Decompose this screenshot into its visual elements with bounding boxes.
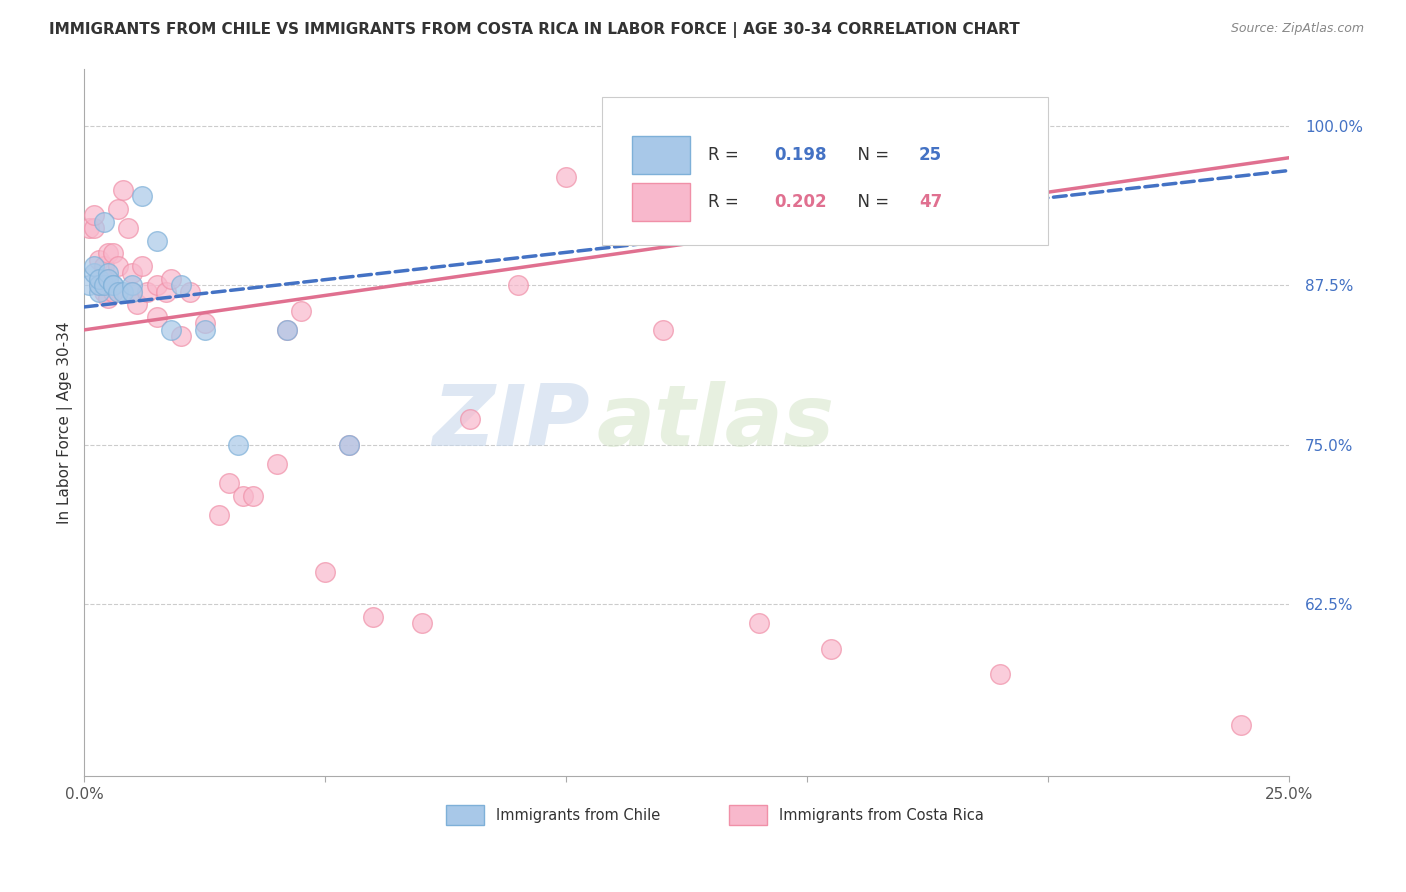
Point <box>131 259 153 273</box>
Point <box>218 475 240 490</box>
Text: 0.198: 0.198 <box>775 146 827 164</box>
Point <box>87 272 110 286</box>
Point <box>111 183 134 197</box>
Point <box>651 169 673 184</box>
Point <box>77 220 100 235</box>
Point <box>107 259 129 273</box>
Point <box>314 565 336 579</box>
Point <box>232 489 254 503</box>
FancyBboxPatch shape <box>633 136 690 175</box>
Point <box>77 278 100 293</box>
FancyBboxPatch shape <box>728 805 768 825</box>
Point <box>748 616 770 631</box>
Point <box>820 641 842 656</box>
Point <box>87 252 110 267</box>
Point <box>97 291 120 305</box>
Point <box>160 272 183 286</box>
Point <box>179 285 201 299</box>
Text: 47: 47 <box>920 193 942 211</box>
Point <box>363 609 385 624</box>
Point <box>458 412 481 426</box>
Text: 0.202: 0.202 <box>775 193 827 211</box>
Point <box>93 285 115 299</box>
Point <box>97 272 120 286</box>
Point <box>121 278 143 293</box>
Point <box>117 220 139 235</box>
Point <box>208 508 231 522</box>
Point <box>169 278 191 293</box>
Point <box>87 278 110 293</box>
Point <box>121 285 143 299</box>
Point <box>83 265 105 279</box>
Point <box>194 323 217 337</box>
Point <box>651 323 673 337</box>
FancyBboxPatch shape <box>446 805 484 825</box>
Point <box>103 246 125 260</box>
Point <box>107 202 129 216</box>
Point <box>337 437 360 451</box>
Point <box>276 323 298 337</box>
Point <box>145 234 167 248</box>
Point <box>242 489 264 503</box>
Text: R =: R = <box>709 146 744 164</box>
FancyBboxPatch shape <box>633 183 690 221</box>
Point <box>111 285 134 299</box>
Point <box>145 278 167 293</box>
Point <box>93 278 115 293</box>
Point <box>136 285 159 299</box>
Point <box>1229 718 1251 732</box>
Text: N =: N = <box>846 146 894 164</box>
Point <box>93 259 115 273</box>
Point <box>160 323 183 337</box>
Text: N =: N = <box>846 193 894 211</box>
Text: Immigrants from Chile: Immigrants from Chile <box>496 807 661 822</box>
Text: atlas: atlas <box>596 381 834 464</box>
Point <box>169 329 191 343</box>
FancyBboxPatch shape <box>602 97 1047 245</box>
Point <box>103 285 125 299</box>
Y-axis label: In Labor Force | Age 30-34: In Labor Force | Age 30-34 <box>58 321 73 524</box>
Point <box>337 437 360 451</box>
Point <box>103 278 125 293</box>
Point <box>93 214 115 228</box>
Point <box>83 259 105 273</box>
Point <box>411 616 433 631</box>
Text: R =: R = <box>709 193 744 211</box>
Point <box>155 285 177 299</box>
Point <box>97 272 120 286</box>
Text: IMMIGRANTS FROM CHILE VS IMMIGRANTS FROM COSTA RICA IN LABOR FORCE | AGE 30-34 C: IMMIGRANTS FROM CHILE VS IMMIGRANTS FROM… <box>49 22 1019 38</box>
Point <box>276 323 298 337</box>
Point <box>127 297 149 311</box>
Point <box>97 265 120 279</box>
Point <box>83 208 105 222</box>
Point <box>131 189 153 203</box>
Point <box>103 278 125 293</box>
Point <box>121 285 143 299</box>
Point <box>83 220 105 235</box>
Point <box>194 317 217 331</box>
Text: ZIP: ZIP <box>433 381 591 464</box>
Point <box>87 278 110 293</box>
Point <box>266 457 288 471</box>
Point <box>290 303 312 318</box>
Point <box>121 265 143 279</box>
Point <box>228 437 250 451</box>
Point <box>87 285 110 299</box>
Point <box>555 169 578 184</box>
Point <box>97 246 120 260</box>
Point <box>506 278 529 293</box>
Point <box>107 285 129 299</box>
Text: Immigrants from Costa Rica: Immigrants from Costa Rica <box>779 807 984 822</box>
Point <box>145 310 167 325</box>
Text: Source: ZipAtlas.com: Source: ZipAtlas.com <box>1230 22 1364 36</box>
Point <box>988 667 1011 681</box>
Text: 25: 25 <box>920 146 942 164</box>
